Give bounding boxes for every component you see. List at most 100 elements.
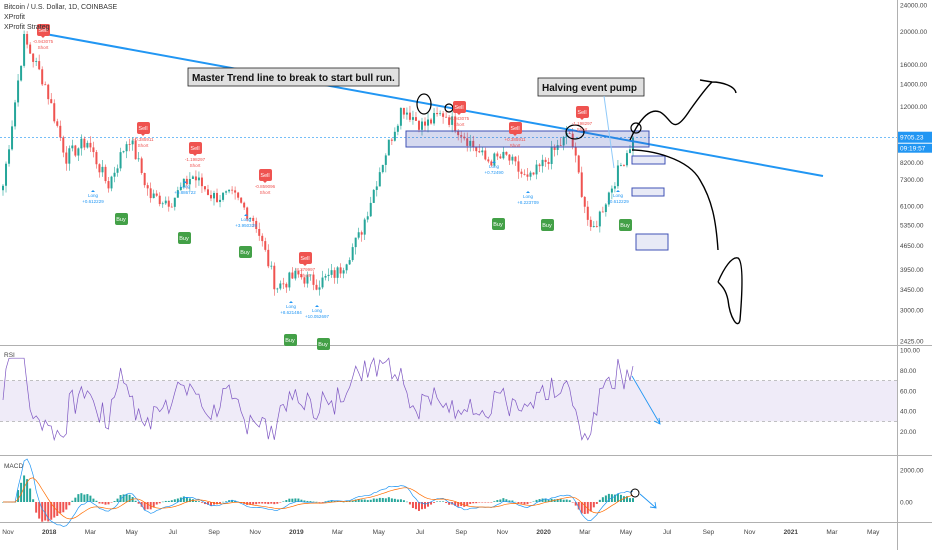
macd-histogram-bar — [408, 502, 411, 505]
macd-histogram-bar — [152, 502, 155, 508]
time-tick-label: Jul — [169, 529, 178, 536]
candle-body — [176, 190, 179, 198]
candle-body — [553, 147, 556, 150]
macd-histogram-bar — [128, 494, 131, 502]
macd-histogram-bar — [436, 501, 439, 502]
macd-histogram-bar — [439, 501, 442, 502]
macd-histogram-bar — [604, 495, 607, 502]
candle-body — [104, 166, 107, 182]
macd-histogram-bar — [176, 498, 179, 502]
macd-histogram-bar — [164, 500, 167, 502]
long-value: +0.612229 — [82, 199, 104, 204]
indicator-xprofit[interactable]: XProfit — [4, 14, 26, 21]
macd-histogram-bar — [514, 501, 517, 503]
candle-body — [161, 203, 164, 205]
macd-histogram-bar — [74, 497, 77, 502]
macd-histogram-bar — [258, 502, 261, 504]
long-value: +3.950329 — [235, 223, 257, 228]
macd-histogram-bar — [146, 502, 149, 510]
macd-histogram-bar — [324, 501, 327, 502]
macd-histogram-bar — [50, 502, 53, 520]
candle-body — [478, 151, 481, 153]
macd-projection-arrow — [639, 493, 657, 509]
candle-body — [258, 229, 261, 236]
candle-body — [134, 140, 137, 160]
projection-down-path — [631, 149, 719, 251]
rsi-tick-label: 60.00 — [900, 388, 917, 395]
macd-histogram-bar — [330, 500, 333, 502]
macd-histogram-bar — [613, 494, 616, 502]
macd-histogram-bar — [297, 498, 300, 502]
macd-histogram-bar — [213, 502, 216, 505]
macd-histogram-bar — [306, 500, 309, 502]
macd-histogram-bar — [167, 500, 170, 502]
macd-histogram-bar — [255, 502, 258, 505]
macd-histogram-bar — [354, 499, 357, 502]
candle-body — [44, 84, 47, 86]
macd-histogram-bar — [98, 502, 101, 504]
candle-body — [231, 189, 234, 191]
macd-histogram-bar — [23, 475, 26, 502]
price-tick-label: 7300.00 — [900, 177, 924, 184]
macd-histogram-bar — [249, 502, 252, 505]
candle-body — [303, 277, 306, 284]
projection-up-arrowhead — [699, 79, 737, 94]
macd-histogram-bar — [261, 502, 264, 504]
macd-histogram-bar — [499, 499, 502, 502]
candle-body — [173, 197, 176, 207]
indicator-xprofit-strategy[interactable]: XProfit Strateg — [4, 24, 50, 31]
macd-histogram-bar — [101, 502, 104, 504]
candle-body — [321, 277, 324, 288]
macd-histogram-bar — [481, 502, 484, 503]
macd-histogram-bar — [580, 502, 583, 514]
candle-body — [38, 61, 41, 70]
long-label: Long — [180, 184, 191, 189]
candle-body — [164, 200, 167, 204]
macd-histogram-bar — [315, 501, 318, 503]
candle-body — [152, 193, 155, 199]
macd-histogram-bar — [445, 502, 448, 504]
target-zone — [631, 187, 665, 197]
candle-body — [137, 158, 140, 160]
sell-arrow — [263, 181, 267, 183]
sell-arrow — [193, 154, 197, 156]
candle-body — [17, 80, 20, 103]
macd-histogram-bar — [125, 494, 128, 502]
candle-body — [601, 211, 604, 213]
macd-histogram-bar — [529, 502, 532, 503]
sell-arrow — [580, 118, 584, 120]
sell-arrow — [141, 134, 145, 136]
macd-histogram-bar — [222, 501, 225, 503]
macd-histogram-bar — [411, 502, 414, 509]
candle-body — [294, 270, 297, 279]
time-tick-label: Mar — [85, 529, 97, 536]
time-tick-label: Nov — [744, 529, 756, 536]
long-value: +0.72490 — [485, 170, 504, 175]
macd-title: MACD — [4, 463, 23, 470]
macd-histogram-bar — [309, 501, 312, 502]
long-arrow — [289, 301, 293, 303]
candle-body — [282, 283, 285, 285]
candle-body — [475, 146, 478, 152]
candle-body — [523, 173, 526, 175]
candle-body — [484, 150, 487, 160]
candle-body — [158, 195, 161, 205]
candle-body — [206, 189, 209, 195]
macd-histogram-bar — [589, 502, 592, 512]
candle-body — [309, 274, 312, 276]
candle-body — [249, 217, 252, 219]
candle-body — [408, 112, 411, 120]
macd-histogram-bar — [414, 502, 417, 510]
candle-body — [119, 152, 122, 169]
macd-histogram-bar — [526, 502, 529, 505]
candle-body — [396, 125, 399, 132]
macd-histogram-bar — [622, 496, 625, 502]
macd-histogram-bar — [318, 502, 321, 503]
candle-body — [490, 161, 493, 166]
macd-histogram-bar — [369, 499, 372, 502]
candle-body — [381, 164, 384, 173]
candle-body — [496, 153, 499, 157]
macd-histogram-bar — [68, 502, 71, 506]
macd-histogram-bar — [396, 499, 399, 502]
